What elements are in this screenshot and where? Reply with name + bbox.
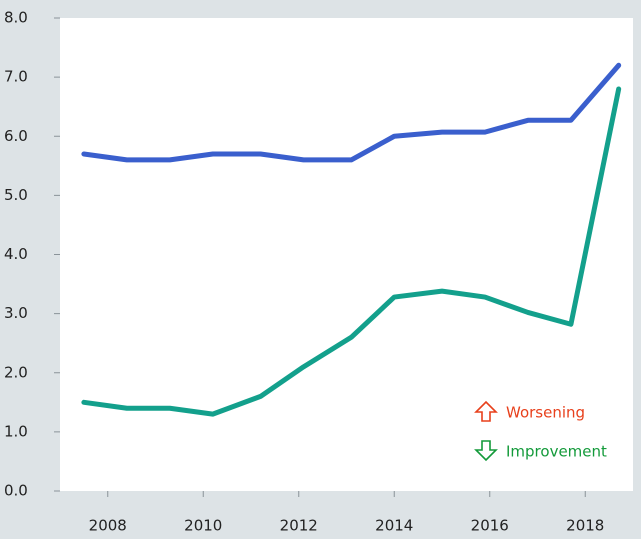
y-tick-label: 5.0 xyxy=(4,186,28,204)
plot-area xyxy=(60,18,633,491)
x-tick-label: 2010 xyxy=(184,517,222,535)
y-tick-label: 6.0 xyxy=(4,127,28,145)
series-line xyxy=(81,62,622,163)
y-tick-label: 4.0 xyxy=(4,245,28,263)
x-tick-label: 2018 xyxy=(566,517,604,535)
y-tick-label: 0.0 xyxy=(4,482,28,500)
up-arrow-icon xyxy=(474,400,498,422)
y-tick-label: 7.0 xyxy=(4,68,28,86)
annotation: Improvement xyxy=(506,443,607,461)
x-tick-label: 2008 xyxy=(89,517,127,535)
y-tick-label: 8.0 xyxy=(4,9,28,27)
x-tick-label: 2016 xyxy=(471,517,509,535)
y-tick-label: 2.0 xyxy=(4,363,28,381)
annotation: Worsening xyxy=(506,404,585,422)
y-tick-label: 1.0 xyxy=(4,422,28,440)
down-arrow-icon xyxy=(474,440,498,462)
series-line xyxy=(81,86,622,417)
x-tick-label: 2012 xyxy=(280,517,318,535)
y-tick-label: 3.0 xyxy=(4,304,28,322)
x-tick-label: 2014 xyxy=(375,517,413,535)
